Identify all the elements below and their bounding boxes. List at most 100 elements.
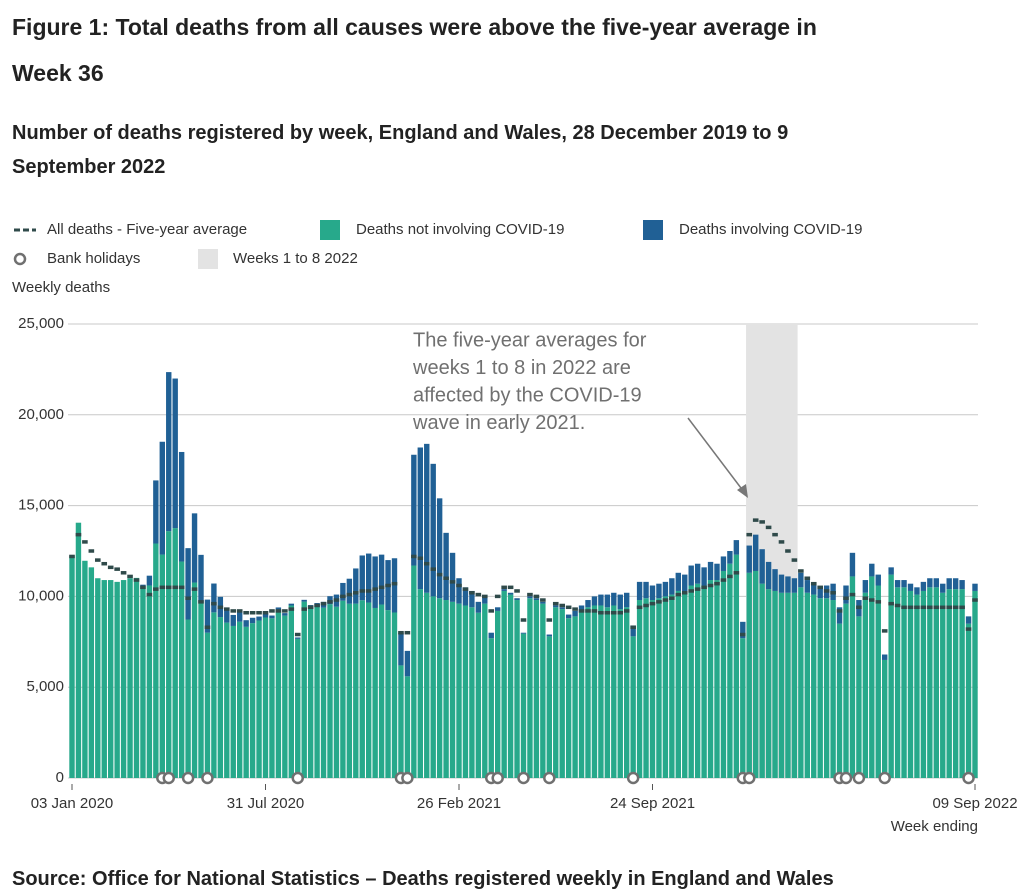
bar: [295, 637, 301, 639]
bar: [843, 585, 849, 604]
chart: All deaths - Five-year average Deaths no…: [12, 220, 1018, 835]
bar: [191, 582, 198, 778]
bar: [475, 612, 482, 778]
bar: [869, 576, 875, 778]
bar: [965, 616, 972, 624]
bar: [946, 578, 952, 590]
bar: [888, 567, 894, 575]
bank-holiday-marker: [543, 771, 556, 785]
annotation-arrow: [687, 417, 745, 493]
annotation-text: wave in early 2021.: [412, 412, 585, 434]
bar: [198, 554, 204, 602]
bar: [462, 587, 469, 606]
bar: [398, 632, 404, 666]
bar: [804, 580, 810, 593]
bar: [662, 596, 669, 778]
bar: [411, 565, 417, 778]
bar: [901, 580, 907, 588]
x-tick-label: 03 Jan 2020: [31, 795, 114, 812]
bar: [894, 587, 901, 778]
bar: [417, 447, 423, 590]
bar: [611, 605, 617, 778]
bar: [482, 596, 488, 604]
average-dashes: [69, 518, 978, 637]
bar: [669, 594, 675, 778]
bar: [772, 569, 778, 591]
bar: [340, 600, 346, 778]
bar: [301, 599, 307, 602]
bar: [798, 572, 804, 588]
bar: [849, 552, 856, 577]
bank-holiday-marker: [962, 771, 975, 785]
bar: [830, 600, 836, 778]
bar: [507, 592, 514, 595]
bar: [153, 480, 159, 544]
bar: [127, 578, 133, 778]
bar: [604, 607, 611, 778]
bar: [211, 583, 217, 613]
bar: [959, 589, 965, 778]
bar: [901, 587, 907, 778]
bar: [172, 528, 178, 778]
bar: [275, 609, 282, 778]
bar: [224, 608, 230, 623]
bar: [204, 632, 211, 778]
bar: [765, 561, 772, 590]
bar: [404, 650, 411, 677]
bar: [514, 598, 520, 601]
bar: [475, 601, 482, 613]
bar: [656, 598, 662, 778]
bar: [714, 580, 720, 778]
bar: [701, 567, 707, 586]
bar: [166, 531, 172, 778]
bar: [243, 626, 249, 778]
bar: [701, 585, 707, 778]
bar: [372, 556, 378, 608]
bar: [359, 600, 365, 778]
bar: [572, 616, 578, 778]
legend-label: Bank holidays: [47, 250, 140, 267]
bar: [940, 583, 946, 593]
bar: [495, 610, 501, 778]
bar: [178, 561, 185, 778]
bar: [191, 513, 198, 583]
bar: [424, 443, 430, 593]
bar: [527, 598, 533, 778]
bar: [82, 560, 88, 778]
bar: [540, 603, 546, 778]
legend-swatch: [320, 220, 340, 240]
bar: [424, 592, 430, 778]
bar: [230, 625, 236, 778]
y-tick-label: 0: [56, 769, 64, 786]
bar: [727, 551, 733, 564]
bar: [436, 498, 443, 599]
y-tick-label: 5,000: [26, 678, 64, 695]
bar: [823, 598, 830, 778]
bar: [733, 540, 740, 555]
bar: [933, 578, 939, 588]
bar: [630, 636, 636, 778]
bar: [166, 372, 172, 532]
x-axis-label: Week ending: [891, 818, 978, 835]
bar: [591, 605, 598, 778]
bar: [282, 615, 288, 778]
bar: [353, 603, 359, 778]
chart-subtitle: Number of deaths registered by week, Eng…: [12, 122, 789, 178]
bar: [862, 592, 869, 778]
bar: [366, 553, 372, 603]
bar: [398, 665, 404, 778]
bar: [798, 587, 804, 778]
bar: [624, 607, 630, 778]
bar: [436, 598, 443, 778]
bar: [462, 605, 469, 778]
bank-holiday-marker: [517, 771, 530, 785]
bar: [224, 622, 230, 778]
bar: [288, 605, 294, 778]
bar: [146, 575, 153, 586]
bar: [262, 617, 269, 778]
legend-label: Weeks 1 to 8 2022: [233, 250, 358, 267]
legend-label: Deaths not involving COVID-19: [356, 221, 564, 238]
bar: [946, 589, 952, 778]
bar: [269, 618, 275, 778]
bar: [907, 590, 914, 778]
